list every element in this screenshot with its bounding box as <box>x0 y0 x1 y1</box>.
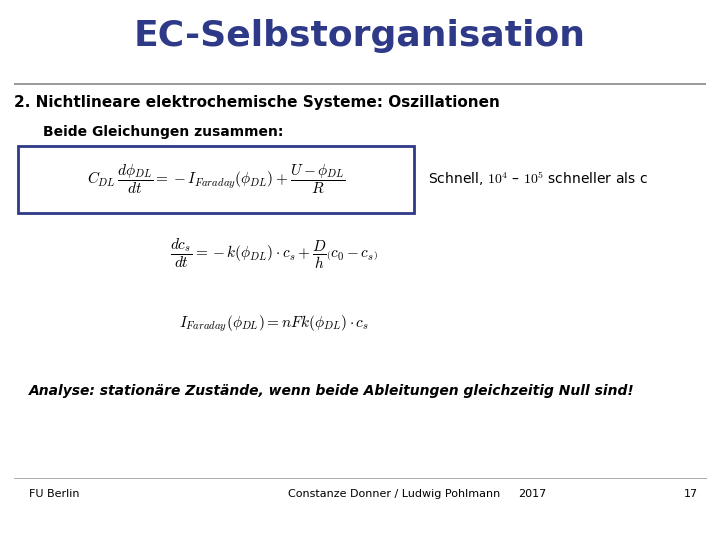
Text: Beide Gleichungen zusammen:: Beide Gleichungen zusammen: <box>43 125 284 139</box>
Text: $I_{Faraday}(\phi_{DL}) = nFk(\phi_{DL})\cdot c_s$: $I_{Faraday}(\phi_{DL}) = nFk(\phi_{DL})… <box>179 314 369 334</box>
Text: $C_{DL}\,\dfrac{d\phi_{DL}}{dt} = -I_{Faraday}(\phi_{DL})+\dfrac{U - \phi_{DL}}{: $C_{DL}\,\dfrac{d\phi_{DL}}{dt} = -I_{Fa… <box>86 163 346 196</box>
FancyBboxPatch shape <box>18 145 414 213</box>
Text: Schnell, $10^4$ – $10^5$ schneller als c: Schnell, $10^4$ – $10^5$ schneller als c <box>428 170 648 188</box>
Text: Analyse: stationäre Zustände, wenn beide Ableitungen gleichzeitig Null sind!: Analyse: stationäre Zustände, wenn beide… <box>29 384 634 399</box>
Text: Constanze Donner / Ludwig Pohlmann: Constanze Donner / Ludwig Pohlmann <box>288 489 500 499</box>
Text: FU Berlin: FU Berlin <box>29 489 79 499</box>
Text: 2017: 2017 <box>518 489 546 499</box>
Text: 17: 17 <box>684 489 698 499</box>
Text: $\dfrac{dc_s}{dt} = -k(\phi_{DL})\cdot c_s + \dfrac{D}{h}\left(c_0 - c_s\right)$: $\dfrac{dc_s}{dt} = -k(\phi_{DL})\cdot c… <box>170 237 377 271</box>
Text: EC-Selbstorganisation: EC-Selbstorganisation <box>134 19 586 53</box>
Text: 2. Nichtlineare elektrochemische Systeme: Oszillationen: 2. Nichtlineare elektrochemische Systeme… <box>14 94 500 110</box>
